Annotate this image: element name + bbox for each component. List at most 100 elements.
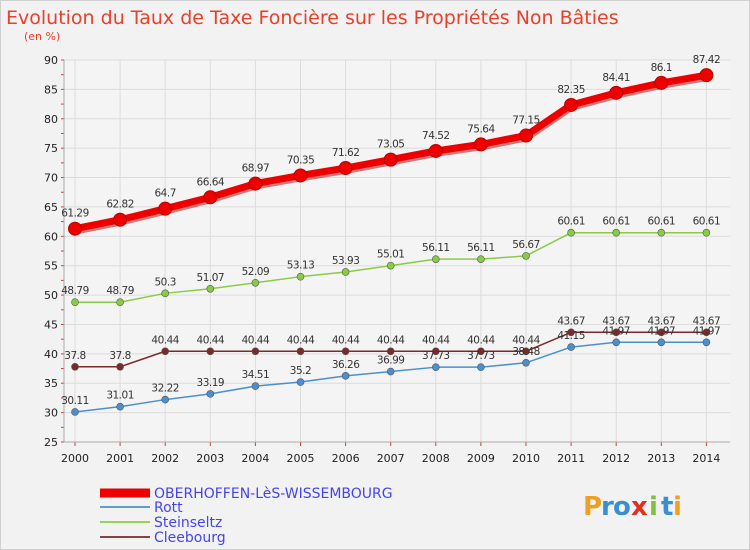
- data-point: [251, 278, 260, 287]
- data-point: [609, 85, 624, 100]
- data-point: [567, 343, 575, 351]
- data-point: [71, 408, 79, 416]
- data-label: 62.82: [106, 199, 134, 211]
- data-label: 40.44: [512, 334, 540, 346]
- data-point: [338, 161, 353, 176]
- x-tick-label: 2005: [287, 452, 315, 465]
- data-point: [654, 75, 669, 90]
- data-point: [206, 284, 215, 293]
- data-label: 43.67: [602, 315, 630, 327]
- data-label: 50.3: [155, 276, 176, 288]
- x-tick-label: 2013: [647, 452, 675, 465]
- y-tick-label: 25: [44, 436, 58, 449]
- data-point: [113, 212, 128, 227]
- y-tick-label: 35: [44, 377, 58, 390]
- data-label: 86.1: [651, 62, 672, 74]
- data-point: [296, 347, 305, 356]
- data-label: 60.61: [557, 216, 585, 228]
- y-tick-label: 45: [44, 318, 58, 331]
- data-point: [567, 328, 575, 337]
- data-label: 40.44: [467, 334, 495, 346]
- y-tick-label: 50: [44, 289, 58, 302]
- logo-letter: x: [631, 492, 648, 522]
- y-tick-label: 60: [44, 230, 58, 243]
- data-point: [341, 268, 350, 276]
- data-point: [612, 228, 621, 237]
- data-point: [657, 228, 666, 237]
- data-point: [431, 363, 440, 371]
- data-label: 40.44: [242, 334, 270, 346]
- data-point: [71, 362, 79, 371]
- data-label: 73.05: [377, 139, 405, 151]
- x-tick-label: 2009: [467, 452, 495, 465]
- data-point: [341, 347, 350, 356]
- data-label: 52.09: [242, 266, 270, 278]
- data-label: 55.01: [377, 249, 405, 261]
- data-label: 37.8: [109, 350, 130, 362]
- data-point: [248, 176, 263, 191]
- series-group: [68, 68, 714, 416]
- data-label: 40.44: [287, 334, 315, 346]
- y-tick-label: 70: [44, 172, 58, 185]
- data-point: [161, 395, 169, 404]
- data-point: [251, 382, 260, 390]
- data-point: [477, 347, 485, 356]
- data-label: 71.62: [332, 147, 360, 159]
- data-point: [428, 143, 443, 158]
- logo-letter: t: [661, 492, 673, 522]
- data-point: [522, 358, 530, 367]
- data-point: [702, 338, 711, 347]
- data-point: [386, 367, 395, 376]
- proxiti-logo: Pr o x i t i: [583, 492, 682, 522]
- x-tick-label: 2004: [241, 452, 269, 465]
- y-tick-label: 90: [44, 54, 58, 67]
- y-tick-label: 30: [44, 407, 58, 420]
- data-label: 60.61: [648, 216, 676, 228]
- x-tick-label: 2006: [332, 452, 360, 465]
- x-tick-label: 2003: [196, 452, 224, 465]
- x-tick-label: 2000: [61, 452, 89, 465]
- data-label: 40.44: [377, 334, 405, 346]
- data-label: 64.7: [155, 188, 176, 200]
- data-point: [702, 228, 711, 237]
- data-label: 56.11: [422, 242, 450, 254]
- data-point: [296, 272, 305, 281]
- data-label: 40.44: [422, 334, 450, 346]
- data-point: [341, 372, 350, 380]
- data-point: [68, 221, 82, 236]
- data-point: [519, 128, 533, 143]
- data-point: [116, 402, 124, 411]
- data-point: [206, 347, 215, 356]
- x-tick-label: 2010: [512, 452, 540, 465]
- data-label: 37.73: [467, 350, 495, 362]
- data-point: [612, 328, 621, 337]
- data-point: [386, 347, 395, 356]
- data-label: 61.29: [61, 208, 89, 220]
- data-label: 30.11: [61, 395, 89, 407]
- data-label: 34.51: [242, 369, 270, 381]
- data-label: 75.64: [467, 123, 495, 135]
- y-tick-label: 40: [44, 348, 58, 361]
- x-tick-label: 2012: [602, 452, 630, 465]
- data-label: 60.61: [693, 216, 721, 228]
- data-label: 84.41: [602, 72, 630, 84]
- data-point: [116, 298, 124, 306]
- axes: 25 30 35 40 45 50 55 60 65 70 75 80 85 90 2000 2001 2002…: [44, 54, 730, 465]
- data-point: [293, 168, 308, 183]
- x-tick-label: 2014: [692, 452, 720, 465]
- data-label: 56.67: [512, 239, 540, 251]
- data-point: [477, 255, 485, 263]
- data-label: 35.2: [290, 365, 311, 377]
- data-point: [473, 137, 488, 152]
- data-label: 53.93: [332, 255, 360, 267]
- data-label: 51.07: [197, 272, 225, 284]
- chart-subtitle: (en %): [24, 30, 60, 43]
- data-label: 37.73: [422, 350, 450, 362]
- data-label: 40.44: [151, 334, 179, 346]
- data-point: [206, 390, 215, 398]
- data-label: 74.52: [422, 130, 450, 142]
- legend-entry: Rott: [154, 500, 183, 516]
- data-label: 66.64: [197, 176, 225, 188]
- data-label: 36.26: [332, 359, 360, 371]
